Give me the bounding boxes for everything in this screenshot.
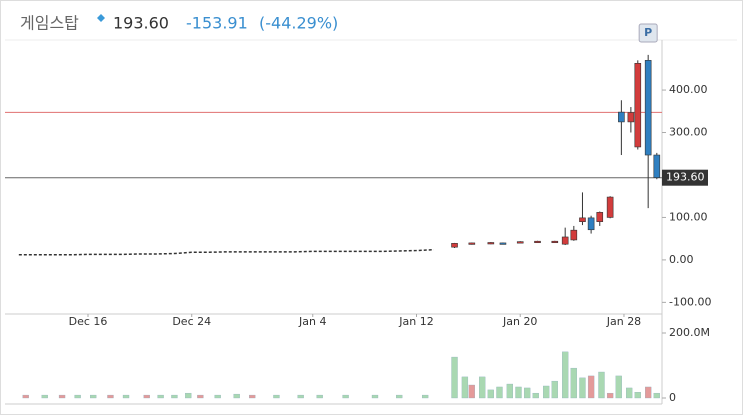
candle-body	[644, 60, 652, 156]
volume-bar	[626, 387, 633, 399]
volume-bar	[22, 394, 29, 399]
x-tick-label: Jan 12	[398, 315, 433, 328]
change: -153.91	[186, 14, 248, 33]
volume-bar	[316, 394, 323, 399]
candle-body	[618, 111, 625, 123]
last-price-label: 193.60	[666, 171, 705, 184]
x-tick-label: Jan 20	[502, 315, 537, 328]
x-tick-label: Jan 28	[606, 315, 641, 328]
candle-body	[627, 112, 635, 123]
candle-body	[579, 217, 586, 222]
volume-bar	[451, 356, 458, 399]
volume-bar	[122, 394, 130, 399]
volume-bar	[107, 394, 114, 399]
volume-bar	[461, 376, 469, 399]
volume-bar	[197, 394, 204, 399]
candle-body	[487, 242, 495, 245]
volume-bar	[371, 394, 379, 399]
candle-body	[534, 240, 541, 244]
price: 193.60	[113, 14, 169, 33]
volume-bar	[468, 384, 475, 399]
annotation: P	[644, 26, 652, 39]
volume-bar	[515, 386, 522, 399]
volume-bar	[157, 394, 164, 399]
volume-bar	[653, 392, 660, 399]
volume-bar	[342, 394, 349, 399]
candle-body	[587, 217, 595, 231]
y-tick-label: 0	[669, 391, 676, 404]
volume-bar	[273, 394, 280, 399]
y-tick-label: 100.00	[669, 210, 708, 223]
volume-bar	[551, 380, 558, 399]
volume-bar	[297, 394, 304, 399]
volume-bar	[598, 371, 605, 399]
line	[18, 248, 434, 256]
volume-bar	[645, 386, 652, 399]
volume-bar	[214, 394, 221, 399]
volume-bar	[587, 375, 595, 399]
y-tick-label: 200.0M	[669, 326, 710, 339]
candle-body	[499, 242, 507, 245]
volume-bar	[185, 392, 192, 399]
volume-bar	[532, 392, 539, 399]
volume-bar	[171, 394, 178, 399]
candle-body	[653, 154, 661, 178]
annotation-box	[638, 23, 658, 43]
candle-body	[551, 240, 559, 244]
candle-body	[451, 243, 458, 248]
volume-bar	[543, 385, 550, 399]
candle-body	[561, 236, 569, 245]
volume-bar	[579, 377, 586, 399]
y-tick-label: 0.00	[669, 253, 694, 266]
candle-body	[570, 229, 578, 241]
y-tick-label: -100.00	[669, 295, 711, 308]
candle-body	[596, 212, 604, 222]
volume-bar	[523, 387, 531, 399]
volume-bar	[143, 394, 150, 399]
candle-body	[516, 241, 524, 244]
volume-bar	[634, 391, 641, 399]
volume-bar	[615, 375, 622, 399]
icon	[97, 14, 105, 22]
last-price-box	[662, 169, 708, 186]
candle-body	[468, 242, 476, 245]
x-tick-label: Dec 24	[172, 315, 211, 328]
volume-bar	[496, 386, 503, 399]
change-pct: (-44.29%)	[259, 14, 338, 33]
candle-body	[634, 63, 642, 148]
y-tick-label: 300.00	[669, 126, 708, 139]
volume-bar	[562, 351, 569, 399]
volume-bar	[41, 394, 48, 399]
y-tick-label: 400.00	[669, 83, 708, 96]
volume-bar	[606, 392, 614, 399]
volume-bar	[506, 383, 514, 399]
x-tick-label: Jan 4	[298, 315, 326, 328]
volume-bar	[233, 393, 240, 399]
volume-bar	[90, 394, 97, 399]
chart-title: 게임스탑	[20, 14, 79, 33]
volume-bar	[396, 394, 403, 399]
volume-bar	[249, 394, 256, 399]
volume-bar	[58, 394, 66, 399]
volume-bar	[479, 376, 486, 399]
candle-body	[606, 196, 614, 218]
x-tick-label: Dec 16	[69, 315, 108, 328]
volume-bar	[421, 394, 429, 399]
volume-bar	[74, 394, 81, 399]
volume-bar	[487, 389, 494, 399]
volume-bar	[570, 367, 577, 399]
